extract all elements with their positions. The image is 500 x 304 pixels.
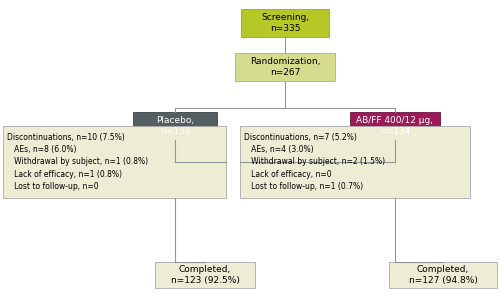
Text: Completed,
n=127 (94.8%): Completed, n=127 (94.8%) — [408, 265, 478, 285]
FancyBboxPatch shape — [240, 126, 470, 198]
Text: AEs, n=4 (3.0%): AEs, n=4 (3.0%) — [244, 145, 314, 154]
FancyBboxPatch shape — [350, 112, 440, 140]
FancyBboxPatch shape — [133, 112, 217, 140]
Text: AB/FF 400/12 μg,
n=134: AB/FF 400/12 μg, n=134 — [356, 116, 434, 136]
Text: Lack of efficacy, n=1 (0.8%): Lack of efficacy, n=1 (0.8%) — [7, 170, 122, 179]
Text: Screening,
n=335: Screening, n=335 — [261, 13, 309, 33]
Text: AEs, n=8 (6.0%): AEs, n=8 (6.0%) — [7, 145, 76, 154]
Text: Discontinuations, n=10 (7.5%): Discontinuations, n=10 (7.5%) — [7, 133, 125, 142]
FancyBboxPatch shape — [389, 262, 497, 288]
FancyBboxPatch shape — [155, 262, 255, 288]
Text: Placebo,
n=133: Placebo, n=133 — [156, 116, 194, 136]
Text: Completed,
n=123 (92.5%): Completed, n=123 (92.5%) — [170, 265, 239, 285]
FancyBboxPatch shape — [235, 53, 335, 81]
Text: Withdrawal by subject, n=1 (0.8%): Withdrawal by subject, n=1 (0.8%) — [7, 157, 148, 167]
Text: Lost to follow-up, n=0: Lost to follow-up, n=0 — [7, 182, 98, 191]
FancyBboxPatch shape — [241, 9, 329, 37]
Text: Lost to follow-up, n=1 (0.7%): Lost to follow-up, n=1 (0.7%) — [244, 182, 363, 191]
Text: Randomization,
n=267: Randomization, n=267 — [250, 57, 320, 77]
Text: Lack of efficacy, n=0: Lack of efficacy, n=0 — [244, 170, 332, 179]
FancyBboxPatch shape — [3, 126, 226, 198]
Text: Discontinuations, n=7 (5.2%): Discontinuations, n=7 (5.2%) — [244, 133, 357, 142]
Text: Withdrawal by subject, n=2 (1.5%): Withdrawal by subject, n=2 (1.5%) — [244, 157, 385, 167]
